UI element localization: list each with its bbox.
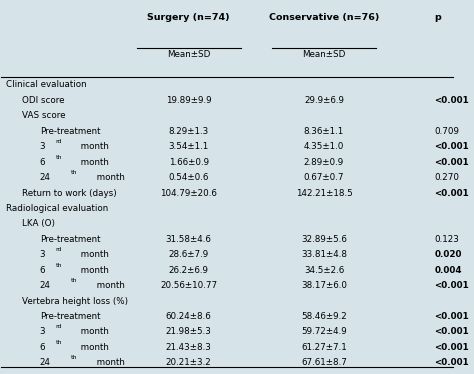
Text: <0.001: <0.001 <box>435 327 469 337</box>
Text: 19.89±9.9: 19.89±9.9 <box>166 96 211 105</box>
Text: 0.67±0.7: 0.67±0.7 <box>304 173 344 182</box>
Text: th: th <box>55 263 62 268</box>
Text: rd: rd <box>55 325 62 329</box>
Text: month: month <box>78 327 109 337</box>
Text: LKA (O): LKA (O) <box>22 220 55 229</box>
Text: 38.17±6.0: 38.17±6.0 <box>301 281 347 290</box>
Text: Conservative (n=76): Conservative (n=76) <box>269 12 379 22</box>
Text: Surgery (n=74): Surgery (n=74) <box>147 12 230 22</box>
Text: 29.9±6.9: 29.9±6.9 <box>304 96 344 105</box>
Text: 58.46±9.2: 58.46±9.2 <box>301 312 347 321</box>
Text: Pre-treatment: Pre-treatment <box>40 312 100 321</box>
Text: 8.36±1.1: 8.36±1.1 <box>304 127 344 136</box>
Text: <0.001: <0.001 <box>435 142 469 151</box>
Text: 6: 6 <box>40 157 45 167</box>
Text: 34.5±2.6: 34.5±2.6 <box>304 266 344 275</box>
Text: 0.709: 0.709 <box>435 127 459 136</box>
Text: Pre-treatment: Pre-treatment <box>40 235 100 244</box>
Text: 6: 6 <box>40 266 45 275</box>
Text: rd: rd <box>55 139 62 144</box>
Text: <0.001: <0.001 <box>435 157 469 167</box>
Text: Vertebra height loss (%): Vertebra height loss (%) <box>22 297 128 306</box>
Text: rd: rd <box>55 247 62 252</box>
Text: month: month <box>93 173 124 182</box>
Text: 1.66±0.9: 1.66±0.9 <box>169 157 209 167</box>
Text: 24: 24 <box>40 281 51 290</box>
Text: Radiological evaluation: Radiological evaluation <box>6 204 108 213</box>
Text: 24: 24 <box>40 358 51 367</box>
Text: 3: 3 <box>40 327 46 337</box>
Text: 6: 6 <box>40 343 45 352</box>
Text: 104.79±20.6: 104.79±20.6 <box>160 188 217 197</box>
Text: 20.56±10.77: 20.56±10.77 <box>160 281 217 290</box>
Text: th: th <box>55 155 62 160</box>
Text: <0.001: <0.001 <box>435 188 469 197</box>
Text: 0.54±0.6: 0.54±0.6 <box>168 173 209 182</box>
Text: 0.004: 0.004 <box>435 266 462 275</box>
Text: Clinical evaluation: Clinical evaluation <box>6 80 87 89</box>
Text: 142.21±18.5: 142.21±18.5 <box>296 188 352 197</box>
Text: month: month <box>78 157 109 167</box>
Text: 33.81±4.8: 33.81±4.8 <box>301 250 347 259</box>
Text: 24: 24 <box>40 173 51 182</box>
Text: th: th <box>71 170 78 175</box>
Text: Mean±SD: Mean±SD <box>167 50 210 59</box>
Text: <0.001: <0.001 <box>435 96 469 105</box>
Text: VAS score: VAS score <box>22 111 65 120</box>
Text: 20.21±3.2: 20.21±3.2 <box>166 358 211 367</box>
Text: 61.27±7.1: 61.27±7.1 <box>301 343 347 352</box>
Text: month: month <box>78 266 109 275</box>
Text: 67.61±8.7: 67.61±8.7 <box>301 358 347 367</box>
Text: <0.001: <0.001 <box>435 358 469 367</box>
Text: p: p <box>435 12 441 22</box>
Text: Mean±SD: Mean±SD <box>302 50 346 59</box>
Text: 31.58±4.6: 31.58±4.6 <box>166 235 211 244</box>
Text: <0.001: <0.001 <box>435 281 469 290</box>
Text: 4.35±1.0: 4.35±1.0 <box>304 142 344 151</box>
Text: 2.89±0.9: 2.89±0.9 <box>304 157 344 167</box>
Text: 21.43±8.3: 21.43±8.3 <box>166 343 211 352</box>
Text: 28.6±7.9: 28.6±7.9 <box>168 250 209 259</box>
Text: ODI score: ODI score <box>22 96 64 105</box>
Text: Return to work (days): Return to work (days) <box>22 188 117 197</box>
Text: Pre-treatment: Pre-treatment <box>40 127 100 136</box>
Text: 60.24±8.6: 60.24±8.6 <box>166 312 211 321</box>
Text: 0.123: 0.123 <box>435 235 459 244</box>
Text: 32.89±5.6: 32.89±5.6 <box>301 235 347 244</box>
Text: month: month <box>78 343 109 352</box>
Text: 21.98±5.3: 21.98±5.3 <box>166 327 211 337</box>
Text: 0.270: 0.270 <box>435 173 459 182</box>
Text: month: month <box>93 358 124 367</box>
Text: <0.001: <0.001 <box>435 312 469 321</box>
Text: 3: 3 <box>40 250 46 259</box>
Text: 0.020: 0.020 <box>435 250 462 259</box>
Text: month: month <box>78 142 109 151</box>
Text: 59.72±4.9: 59.72±4.9 <box>301 327 347 337</box>
Text: th: th <box>71 355 78 360</box>
Text: 3.54±1.1: 3.54±1.1 <box>168 142 209 151</box>
Text: 3: 3 <box>40 142 46 151</box>
Text: <0.001: <0.001 <box>435 343 469 352</box>
Text: th: th <box>55 340 62 345</box>
Text: th: th <box>71 278 78 283</box>
Text: month: month <box>93 281 124 290</box>
Text: 8.29±1.3: 8.29±1.3 <box>168 127 209 136</box>
Text: 26.2±6.9: 26.2±6.9 <box>169 266 209 275</box>
Text: month: month <box>78 250 109 259</box>
